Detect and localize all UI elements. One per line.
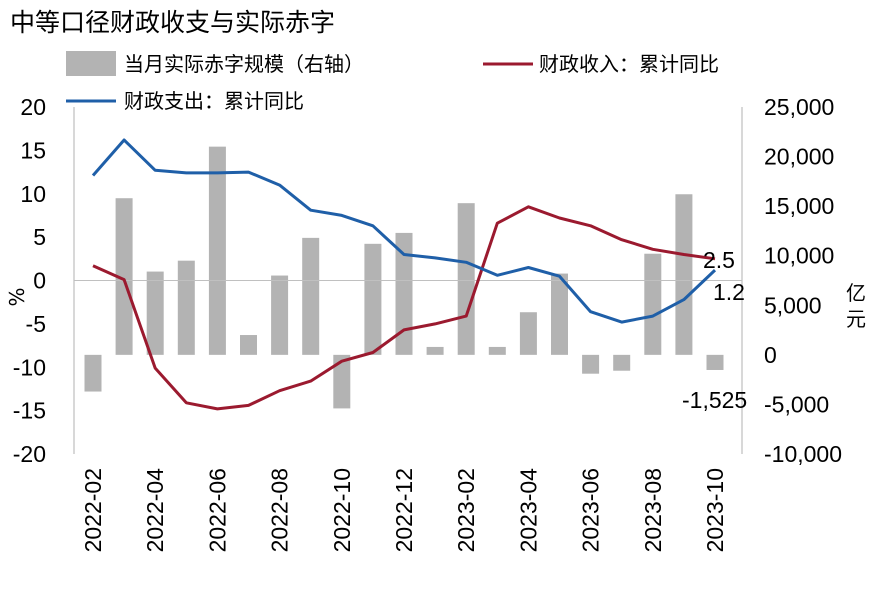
revenue-last-label: 2.5 [703, 247, 735, 273]
bar-2022-11 [364, 243, 382, 355]
x-tick-2022-02: 2022-02 [80, 468, 106, 552]
x-tick-2023-10: 2023-10 [702, 468, 728, 552]
bar-2022-08 [271, 275, 289, 355]
bar-2022-07 [240, 335, 257, 355]
bar-2023-10 [706, 354, 724, 370]
left-tick-20: 20 [20, 94, 46, 120]
axes [73, 107, 743, 454]
bar-2023-04 [519, 312, 537, 355]
legend: 当月实际赤字规模（右轴） 财政收入：累计同比 财政支出：累计同比 [66, 51, 719, 113]
bar-2023-01 [426, 346, 444, 355]
legend-expenditure-label: 财政支出：累计同比 [124, 89, 304, 113]
bar-2022-10 [333, 354, 351, 409]
bar-2022-02 [84, 354, 102, 392]
left-axis-unit: % [5, 287, 29, 306]
x-tick-2023-08: 2023-08 [640, 468, 666, 552]
line-series [91, 138, 717, 411]
right-tick-5,000: 5,000 [764, 292, 822, 318]
x-tick-2023-02: 2023-02 [453, 468, 479, 552]
left-tick--15: -15 [13, 398, 46, 424]
bar-2023-03 [488, 346, 506, 355]
bar-2022-03 [115, 198, 133, 355]
expenditure-line [91, 138, 717, 324]
x-tick-2022-06: 2022-06 [204, 468, 230, 552]
x-tick-2022-04: 2022-04 [142, 468, 168, 553]
tick-labels: 20 15 10 5 0 -5 -10 -15 -20 25,000 20,000 15,000 10,… [13, 94, 842, 552]
revenue-line [92, 205, 716, 411]
legend-bar-swatch [66, 51, 116, 76]
x-tick-2023-06: 2023-06 [578, 468, 604, 552]
left-tick-10: 10 [20, 181, 46, 207]
right-tick-20,000: 20,000 [764, 144, 834, 170]
right-tick-10,000: 10,000 [764, 243, 834, 269]
x-tick-2022-08: 2022-08 [267, 468, 293, 552]
bar-2022-09 [302, 237, 320, 355]
bar-2023-06 [582, 354, 600, 374]
x-tick-2022-12: 2022-12 [391, 468, 417, 552]
bar-2023-02 [457, 203, 475, 355]
right-tick-25,000: 25,000 [764, 94, 834, 120]
x-tick-2023-04: 2023-04 [515, 468, 541, 553]
bar-series [84, 146, 724, 409]
bar-2023-05 [551, 273, 568, 355]
chart-title: 中等口径财政收支与实际赤字 [10, 8, 335, 37]
left-tick--20: -20 [13, 441, 46, 467]
bar-2022-12 [395, 232, 413, 355]
bar-2023-08 [644, 253, 662, 355]
expenditure-last-label: 1.2 [713, 279, 745, 305]
right-tick--5,000: -5,000 [764, 391, 829, 417]
left-tick--5: -5 [26, 311, 46, 337]
right-unit-char: 亿 [846, 281, 866, 305]
legend-bar-label: 当月实际赤字规模（右轴） [124, 52, 364, 76]
bar-2022-05 [177, 260, 195, 355]
bar-2023-07 [613, 354, 631, 371]
left-tick-0: 0 [33, 268, 46, 294]
x-tick-2022-10: 2022-10 [329, 468, 355, 552]
right-tick--10,000: -10,000 [764, 441, 842, 467]
bar-2023-09 [675, 194, 693, 355]
bar-2022-06 [208, 146, 226, 355]
deficit-last-label: -1,525 [682, 387, 747, 413]
right-tick-0: 0 [764, 342, 777, 368]
left-tick-15: 15 [20, 137, 46, 163]
bar-2022-04 [146, 271, 164, 355]
right-unit-char: 元 [846, 307, 866, 331]
left-tick-5: 5 [33, 224, 46, 250]
left-tick--10: -10 [13, 354, 46, 380]
right-tick-15,000: 15,000 [764, 193, 834, 219]
right-axis-unit: 亿元 [846, 281, 866, 331]
legend-revenue-label: 财政收入：累计同比 [539, 52, 719, 76]
